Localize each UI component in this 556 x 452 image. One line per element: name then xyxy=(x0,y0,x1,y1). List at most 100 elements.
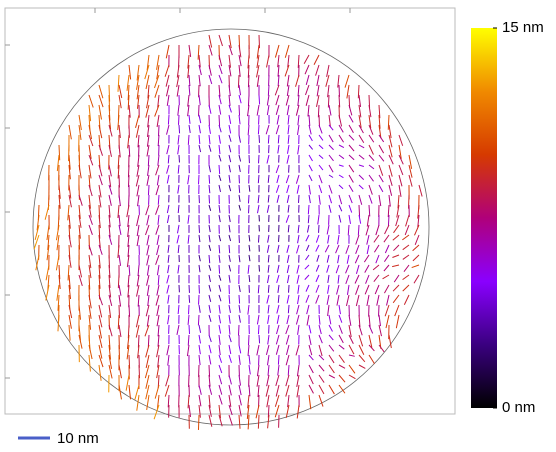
field-arrow xyxy=(98,274,101,289)
field-arrow xyxy=(296,374,300,387)
field-arrow xyxy=(218,114,221,126)
field-arrow xyxy=(156,284,160,296)
field-arrow xyxy=(368,134,375,143)
field-arrow xyxy=(338,344,345,350)
field-arrow xyxy=(167,154,170,164)
field-arrow xyxy=(318,144,324,150)
field-arrow xyxy=(385,314,390,329)
field-arrow xyxy=(308,384,314,394)
field-arrow xyxy=(218,284,222,292)
field-arrow xyxy=(392,234,400,241)
field-arrow xyxy=(88,194,91,209)
field-arrow xyxy=(277,54,280,68)
field-arrow xyxy=(228,254,231,262)
field-arrow xyxy=(167,294,170,304)
field-arrow xyxy=(392,284,400,292)
field-arrow xyxy=(238,44,242,58)
field-arrow xyxy=(166,124,170,135)
field-arrow xyxy=(145,304,150,317)
field-arrow xyxy=(228,354,232,363)
field-arrow xyxy=(267,274,270,284)
field-arrow xyxy=(315,284,320,293)
field-arrow xyxy=(126,344,130,360)
field-arrow xyxy=(218,144,221,155)
field-arrow xyxy=(208,404,212,417)
field-arrow xyxy=(153,404,160,420)
field-arrow xyxy=(35,254,40,271)
field-arrow xyxy=(218,174,222,181)
field-arrow xyxy=(327,234,330,244)
field-arrow xyxy=(378,184,384,193)
field-arrow xyxy=(274,84,280,96)
field-arrow xyxy=(157,334,160,347)
field-arrow xyxy=(218,364,223,374)
field-arrow xyxy=(338,94,341,108)
field-arrow xyxy=(338,184,344,190)
field-arrow xyxy=(286,254,290,263)
field-arrow xyxy=(228,294,231,304)
field-arrow xyxy=(265,384,270,397)
field-arrow xyxy=(286,274,290,284)
field-arrow xyxy=(187,314,190,325)
field-arrow xyxy=(108,274,111,289)
field-arrow xyxy=(228,304,231,313)
field-arrow xyxy=(403,264,410,273)
field-arrow xyxy=(247,264,250,274)
field-arrow xyxy=(306,314,310,326)
field-arrow xyxy=(328,324,333,332)
field-arrow xyxy=(368,334,373,348)
field-arrow xyxy=(88,294,92,309)
field-arrow xyxy=(256,44,260,59)
field-arrow xyxy=(198,254,201,262)
field-arrow xyxy=(117,114,120,131)
field-arrow xyxy=(295,74,300,87)
field-arrow xyxy=(146,394,150,411)
field-arrow xyxy=(188,84,191,96)
field-arrow xyxy=(328,374,336,379)
field-arrow xyxy=(165,84,170,97)
field-arrow xyxy=(402,274,410,281)
field-arrow xyxy=(176,234,180,244)
field-arrow xyxy=(364,264,370,273)
field-arrow xyxy=(108,234,113,245)
field-arrow xyxy=(228,224,231,233)
field-arrow xyxy=(368,184,373,195)
field-arrow xyxy=(307,214,310,224)
field-arrow xyxy=(393,224,400,234)
field-arrow xyxy=(358,114,362,128)
field-arrow xyxy=(198,404,201,418)
field-arrow xyxy=(208,414,213,427)
field-arrow xyxy=(208,174,211,184)
field-arrow xyxy=(393,274,400,283)
field-arrow xyxy=(88,164,92,179)
field-arrow xyxy=(208,194,211,204)
field-arrow xyxy=(368,344,375,352)
field-arrow xyxy=(78,204,81,219)
field-arrow xyxy=(98,94,104,108)
field-arrow xyxy=(218,344,221,356)
field-arrow xyxy=(155,254,160,265)
field-arrow xyxy=(328,114,331,128)
field-arrow xyxy=(308,324,312,334)
field-arrow xyxy=(108,204,111,218)
field-arrow xyxy=(328,354,335,364)
field-arrow xyxy=(274,44,280,58)
field-arrow xyxy=(55,254,60,271)
field-arrow xyxy=(308,124,312,135)
field-arrow xyxy=(147,114,150,128)
field-arrow xyxy=(286,184,290,194)
field-arrow xyxy=(155,184,160,196)
field-arrow xyxy=(145,204,150,216)
field-arrow xyxy=(145,224,150,236)
field-arrow xyxy=(308,144,314,150)
field-arrow xyxy=(136,164,140,177)
field-arrow xyxy=(378,134,385,143)
field-arrow xyxy=(98,124,103,139)
field-arrow xyxy=(228,184,232,192)
field-arrow xyxy=(208,34,213,48)
field-arrow xyxy=(368,204,371,217)
field-arrow xyxy=(258,34,261,49)
field-arrow xyxy=(325,74,330,87)
field-arrow xyxy=(145,344,150,358)
field-arrow xyxy=(68,314,72,329)
